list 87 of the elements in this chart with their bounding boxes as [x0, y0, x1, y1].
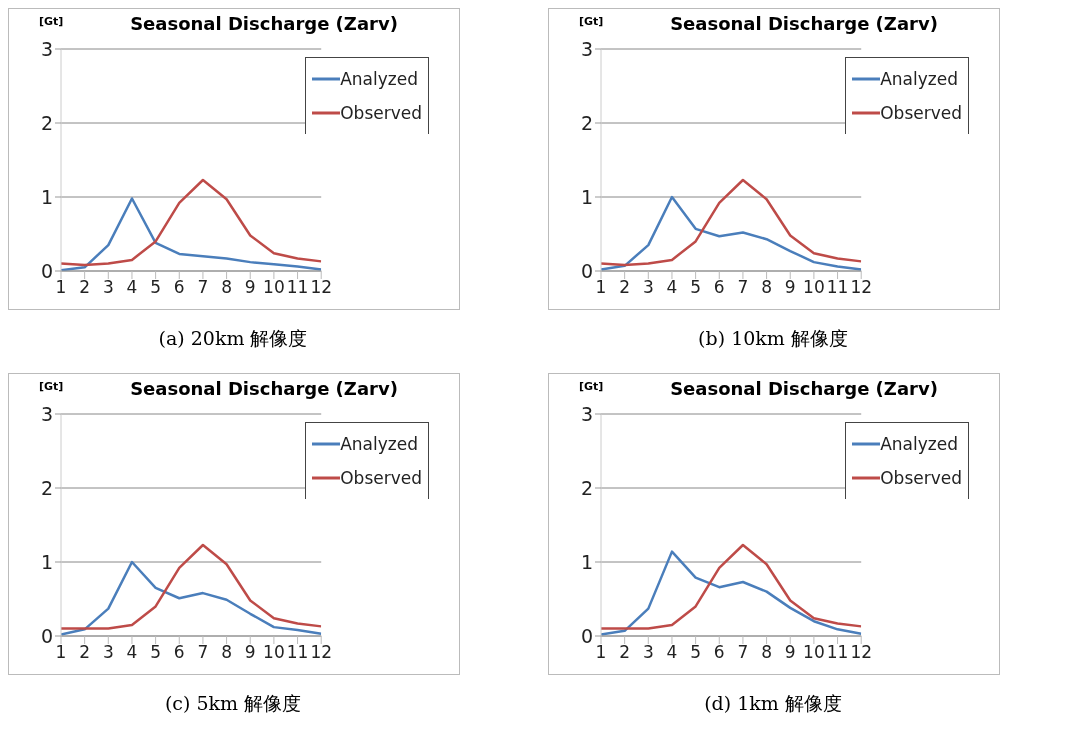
x-tick-label: 3 [102, 277, 114, 298]
x-tick-label: 10 [803, 642, 825, 663]
y-tick-label: 1 [580, 185, 593, 208]
chart-title: Seasonal Discharge (Zarv) [129, 378, 399, 399]
legend-label: Observed [340, 468, 422, 488]
y-tick-label: 2 [40, 476, 53, 499]
x-tick-label: 4 [126, 642, 138, 663]
x-tick-label: 10 [803, 277, 825, 298]
x-tick-label: 9 [244, 642, 256, 663]
y-axis-title: [Gt] [39, 15, 64, 28]
text: (b) 10km 解像度 [697, 326, 849, 351]
x-tick-label: 5 [150, 277, 162, 298]
legend-label: Analyzed [880, 69, 958, 89]
x-tick-label: 9 [244, 277, 256, 298]
y-tick-label: 3 [580, 402, 593, 425]
y-tick-label: 0 [580, 624, 593, 647]
x-tick-label: 6 [713, 642, 725, 663]
x-tick-label: 7 [197, 642, 209, 663]
legend-label: Analyzed [340, 69, 418, 89]
y-tick-label: 1 [40, 550, 53, 573]
y-tick-label: 3 [40, 37, 53, 60]
x-tick-label: 8 [761, 642, 772, 663]
chart-title: Seasonal Discharge (Zarv) [669, 378, 939, 399]
y-axis-title: [Gt] [579, 380, 604, 393]
x-tick-label: 4 [666, 277, 678, 298]
x-tick-label: 12 [850, 277, 873, 298]
x-tick-label: 8 [221, 642, 232, 663]
y-tick-label: 3 [580, 37, 593, 60]
x-tick-label: 7 [737, 277, 749, 298]
x-tick-label: 8 [221, 277, 232, 298]
legend-label: Analyzed [880, 434, 958, 454]
y-axis-title: [Gt] [579, 15, 604, 28]
x-tick-label: 2 [79, 277, 91, 298]
y-tick-label: 2 [40, 111, 53, 134]
x-tick-label: 4 [666, 642, 678, 663]
y-tick-label: 0 [580, 259, 593, 282]
x-tick-label: 11 [826, 277, 849, 298]
y-tick-label: 1 [580, 550, 593, 573]
x-tick-label: 7 [737, 642, 749, 663]
x-tick-label: 5 [150, 642, 162, 663]
x-tick-label: 11 [286, 277, 309, 298]
text: (d) 1km 解像度 [703, 691, 843, 716]
text: (c) 5km 解像度 [163, 691, 303, 716]
x-tick-label: 5 [690, 642, 702, 663]
chart-title: Seasonal Discharge (Zarv) [669, 13, 939, 34]
y-tick-label: 1 [40, 185, 53, 208]
legend-label: Observed [880, 103, 962, 123]
x-tick-label: 8 [761, 277, 772, 298]
x-tick-label: 9 [784, 642, 796, 663]
y-tick-label: 3 [40, 402, 53, 425]
x-tick-label: 2 [619, 642, 631, 663]
x-tick-label: 5 [690, 277, 702, 298]
x-tick-label: 11 [826, 642, 849, 663]
line-series [61, 178, 322, 267]
x-tick-label: 2 [79, 642, 91, 663]
x-tick-label: 3 [642, 277, 654, 298]
x-tick-label: 12 [310, 277, 333, 298]
legend-label: Observed [340, 103, 422, 123]
x-tick-label: 10 [263, 642, 285, 663]
x-tick-label: 9 [784, 277, 796, 298]
x-tick-label: 6 [173, 277, 185, 298]
chart-title: Seasonal Discharge (Zarv) [129, 13, 399, 34]
x-tick-label: 2 [619, 277, 631, 298]
x-tick-label: 1 [55, 642, 67, 663]
x-tick-label: 6 [713, 277, 725, 298]
x-tick-label: 10 [263, 277, 285, 298]
x-tick-label: 11 [286, 642, 309, 663]
x-tick-label: 3 [102, 642, 114, 663]
x-tick-label: 7 [197, 277, 209, 298]
x-tick-label: 12 [850, 642, 873, 663]
legend-label: Observed [880, 468, 962, 488]
x-tick-label: 4 [126, 277, 138, 298]
legend-label: Analyzed [340, 434, 418, 454]
x-tick-label: 6 [173, 642, 185, 663]
y-tick-label: 0 [40, 259, 53, 282]
y-tick-label: 2 [580, 111, 593, 134]
x-tick-label: 1 [595, 642, 607, 663]
line-series [601, 178, 862, 267]
y-tick-label: 2 [580, 476, 593, 499]
x-tick-label: 1 [595, 277, 607, 298]
text: (a) 20km 解像度 [157, 326, 309, 351]
x-tick-label: 12 [310, 642, 333, 663]
x-tick-label: 3 [642, 642, 654, 663]
y-axis-title: [Gt] [39, 380, 64, 393]
line-series [61, 543, 322, 630]
y-tick-label: 0 [40, 624, 53, 647]
x-tick-label: 1 [55, 277, 67, 298]
